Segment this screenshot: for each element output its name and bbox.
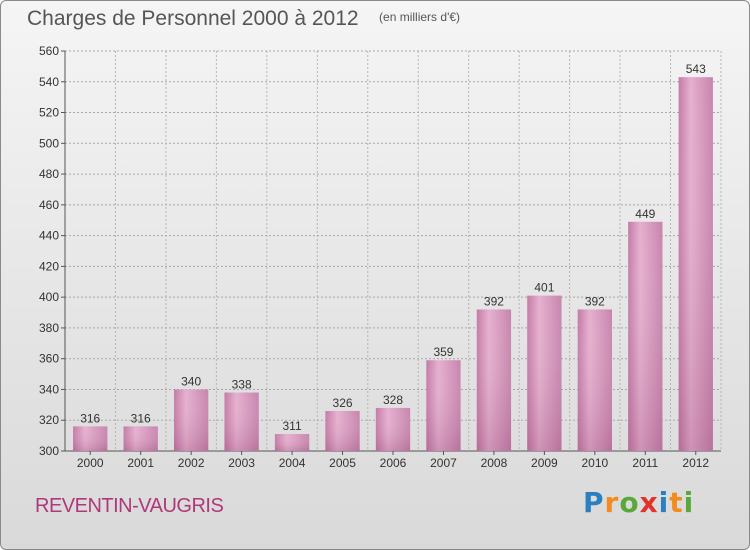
- x-tick-label: 2009: [531, 456, 558, 470]
- data-label: 338: [232, 378, 252, 392]
- bar-shade: [325, 411, 360, 451]
- place-name: REVENTIN-VAUGRIS: [35, 495, 224, 517]
- x-tick-label: 2003: [228, 456, 255, 470]
- logo-letter: i: [683, 486, 695, 519]
- grid-layer: [64, 50, 722, 452]
- y-tick-label: 300: [39, 444, 59, 458]
- x-tick-label: 2001: [127, 456, 154, 470]
- data-label: 326: [333, 396, 353, 410]
- x-tick-label: 2008: [481, 456, 508, 470]
- x-tick-label: 2011: [632, 456, 658, 470]
- label-layer: 316 316 340 338 311 326 328 359 392 401 392 449 543: [80, 62, 706, 433]
- data-label: 340: [181, 374, 201, 388]
- y-tick-label: 460: [39, 198, 59, 212]
- logo-letter: o: [619, 486, 640, 519]
- chart-subtitle: (en milliers d'€): [379, 10, 461, 24]
- y-tick-label: 320: [39, 413, 59, 427]
- bar-shade: [628, 221, 663, 451]
- y-tick-label: 340: [39, 382, 59, 396]
- y-tick-label: 520: [39, 106, 59, 120]
- y-tick-label: 500: [39, 136, 59, 150]
- bar-shade: [426, 360, 461, 451]
- data-label: 401: [534, 281, 554, 295]
- y-tick-label: 480: [39, 167, 59, 181]
- bar-shade: [577, 309, 613, 451]
- data-label: 359: [433, 345, 453, 359]
- y-tick-label: 560: [39, 44, 59, 58]
- y-tick-label: 360: [39, 352, 59, 366]
- bar-shade: [678, 77, 713, 452]
- logo-letter: i: [658, 486, 670, 519]
- bar-shade: [375, 407, 411, 451]
- proxiti-logo: Proxiti: [583, 486, 694, 519]
- data-label: 543: [686, 62, 706, 76]
- chart-title: Charges de Personnel 2000 à 2012: [27, 7, 359, 30]
- data-label: 449: [635, 207, 655, 221]
- logo-letter: r: [604, 486, 620, 519]
- bar-layer: [73, 77, 713, 452]
- x-tick-label: 2000: [77, 456, 104, 470]
- x-tick-label: 2012: [682, 456, 709, 470]
- x-tick-label: 2010: [581, 456, 608, 470]
- bar-shade: [224, 392, 259, 451]
- data-label: 316: [80, 411, 100, 425]
- x-tick-label: 2004: [279, 456, 306, 470]
- bar-shade: [476, 309, 512, 451]
- bar-shade: [73, 426, 108, 451]
- y-tick-label: 540: [39, 75, 59, 89]
- y-tick-label: 420: [39, 259, 59, 273]
- data-label: 311: [283, 419, 302, 433]
- axis-layer: 300 320 340 360 380 400 420 440 460 480 500 520 540 5…: [39, 44, 721, 470]
- x-tick-label: 2002: [178, 456, 205, 470]
- data-label: 392: [484, 294, 504, 308]
- data-label: 316: [131, 411, 151, 425]
- bar-shade: [274, 434, 310, 451]
- logo-letter: x: [639, 486, 659, 519]
- bar-shade: [173, 389, 209, 451]
- x-tick-label: 2007: [430, 456, 457, 470]
- bar-shade: [123, 426, 158, 451]
- title-block: Charges de Personnel 2000 à 2012 (en mil…: [27, 7, 460, 31]
- x-tick-label: 2006: [380, 456, 407, 470]
- x-tick-label: 2005: [329, 456, 356, 470]
- y-tick-label: 400: [39, 290, 59, 304]
- logo-letter: t: [669, 486, 684, 519]
- y-tick-label: 440: [39, 229, 59, 243]
- bar-shade: [527, 295, 562, 451]
- data-label: 328: [383, 393, 403, 407]
- y-tick-label: 380: [39, 321, 59, 335]
- data-label: 392: [585, 294, 605, 308]
- logo-letter: P: [583, 486, 605, 519]
